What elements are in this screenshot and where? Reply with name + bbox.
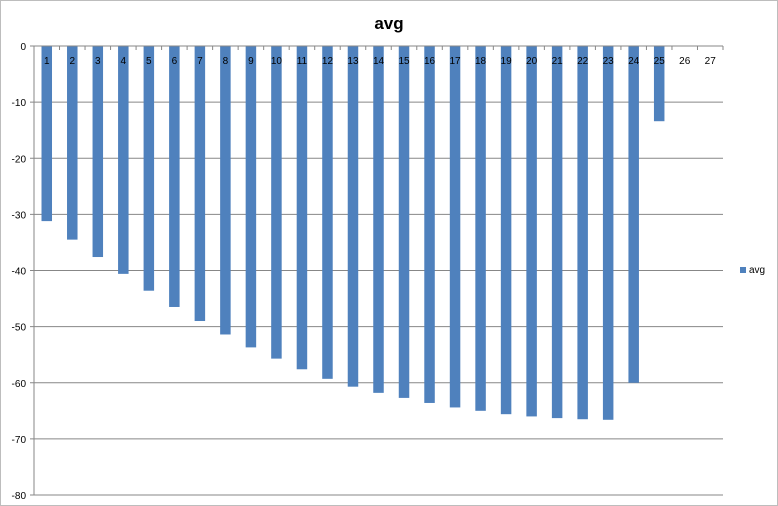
x-tick-label: 24 (628, 56, 640, 67)
legend-swatch (740, 267, 746, 273)
x-tick-label: 17 (449, 56, 461, 67)
x-tick-label: 19 (501, 56, 513, 67)
legend-label: avg (749, 265, 765, 276)
bar-18 (475, 46, 486, 411)
y-tick-label: -30 (12, 210, 27, 221)
x-tick-label: 3 (95, 56, 101, 67)
bar-7 (194, 46, 206, 322)
y-tick-label: -50 (12, 323, 27, 334)
bar-10 (271, 46, 282, 359)
x-tick-label: 22 (577, 56, 589, 67)
chart-title: avg (374, 14, 404, 33)
bar-14 (373, 46, 384, 393)
x-tick-label: 10 (271, 56, 283, 67)
y-tick-label: -60 (12, 379, 27, 390)
y-tick-label: -20 (12, 154, 27, 165)
x-tick-label: 11 (297, 56, 308, 67)
x-tick-label: 20 (526, 56, 538, 67)
x-tick-label: 12 (322, 56, 334, 67)
y-tick-label: -80 (12, 491, 27, 502)
bar-22 (577, 46, 588, 420)
x-tick-label: 5 (146, 56, 152, 67)
x-tick-label: 27 (705, 56, 717, 67)
x-tick-label: 2 (69, 56, 75, 67)
bar-3 (92, 46, 104, 258)
x-tick-label: 13 (347, 56, 359, 67)
bar-4 (118, 46, 129, 274)
bar-13 (347, 46, 359, 387)
bar-12 (322, 46, 333, 379)
y-tick-label: -70 (12, 435, 27, 446)
bar-17 (449, 46, 461, 408)
bar-20 (526, 46, 537, 417)
y-tick-label: -10 (12, 98, 27, 109)
bar-1 (41, 46, 53, 222)
bar-8 (220, 46, 231, 335)
x-tick-label: 14 (373, 56, 385, 67)
x-tick-label: 8 (223, 56, 229, 67)
bar-5 (143, 46, 155, 291)
x-tick-label: 23 (603, 56, 615, 67)
bar-16 (424, 46, 435, 403)
bar-24 (628, 46, 639, 383)
x-tick-label: 16 (424, 56, 436, 67)
x-tick-label: 26 (679, 56, 691, 67)
bar-11 (296, 46, 308, 370)
bar-21 (551, 46, 563, 419)
x-tick-label: 6 (172, 56, 178, 67)
bar-6 (169, 46, 180, 307)
x-tick-label: 7 (197, 56, 203, 67)
x-tick-label: 18 (475, 56, 487, 67)
x-tick-label: 9 (248, 56, 254, 67)
bar-19 (500, 46, 512, 415)
x-tick-label: 15 (398, 56, 410, 67)
y-tick-label: -40 (12, 267, 27, 278)
x-tick-label: 4 (121, 56, 127, 67)
bar-9 (245, 46, 257, 348)
bar-15 (398, 46, 410, 398)
x-tick-label: 21 (552, 56, 564, 67)
x-tick-label: 25 (654, 56, 666, 67)
y-tick-label: 0 (20, 42, 26, 53)
bar-25 (653, 46, 665, 122)
x-tick-label: 1 (44, 56, 50, 67)
bar-23 (602, 46, 614, 420)
bar-2 (67, 46, 78, 240)
